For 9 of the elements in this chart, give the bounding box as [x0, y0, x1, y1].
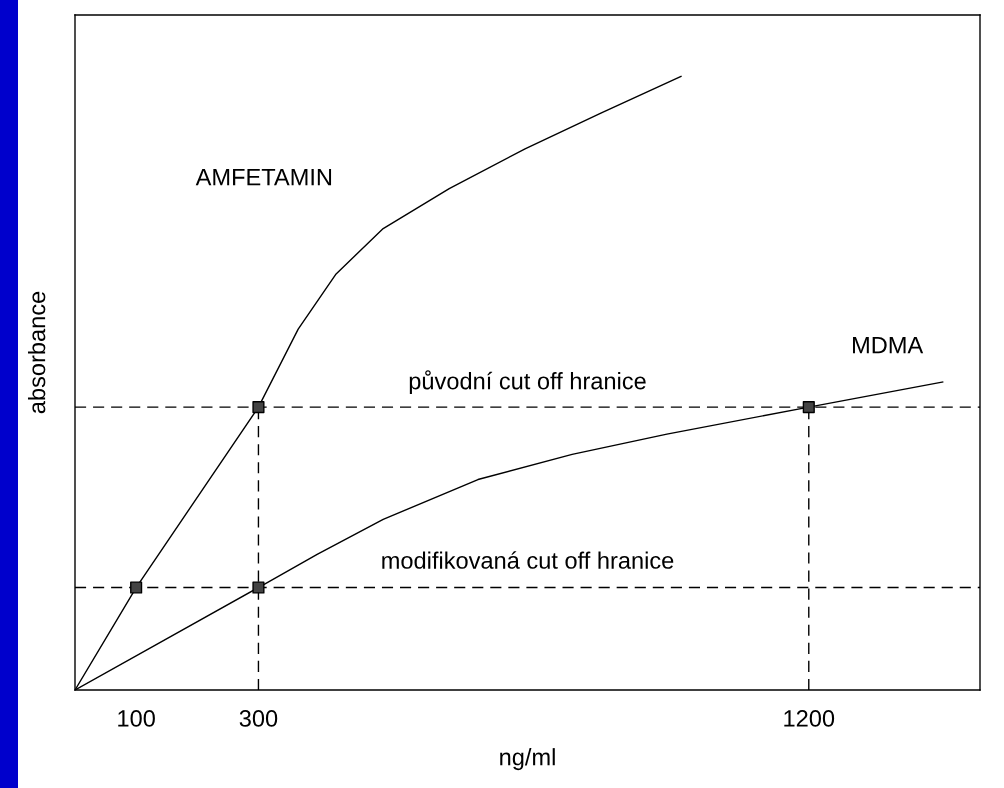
- ref-line-label: původní cut off hranice: [409, 370, 646, 395]
- x-axis-title: ng/ml: [500, 748, 555, 771]
- x-tick-label: 100: [118, 710, 155, 727]
- y-axis-title: absorbance: [27, 291, 46, 414]
- series-label: MDMA: [853, 337, 924, 354]
- x-tick-label: 1200: [784, 710, 835, 727]
- text: AMFETAMIN: [195, 169, 332, 186]
- ref-line-label: modifikovaná cut off hranice: [382, 551, 674, 569]
- x-tick-label: 300: [239, 710, 278, 727]
